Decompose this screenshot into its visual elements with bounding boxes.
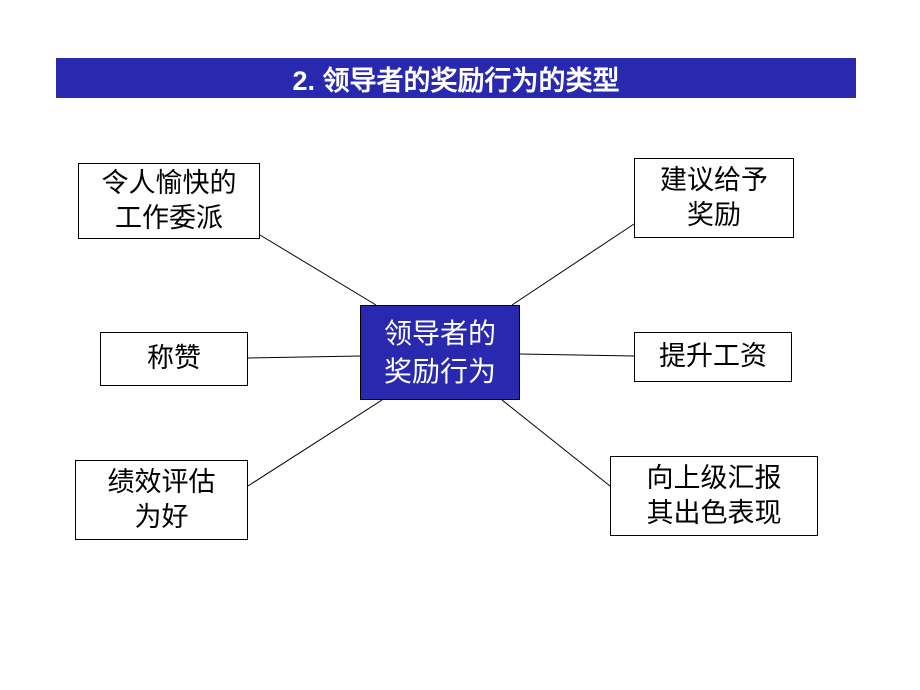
leaf-node-line: 工作委派 [115, 201, 223, 236]
leaf-node-n1: 令人愉快的工作委派 [78, 163, 260, 239]
center-node-line: 领导者的 [384, 315, 496, 353]
connector-line [248, 356, 360, 358]
leaf-node-line: 令人愉快的 [102, 166, 237, 201]
connector-line [248, 400, 382, 486]
connector-line [512, 224, 634, 305]
leaf-node-line: 向上级汇报 [647, 461, 782, 496]
leaf-node-line: 奖励 [687, 198, 741, 233]
connector-line [520, 354, 634, 356]
leaf-node-n4: 建议给予奖励 [634, 158, 794, 238]
leaf-node-line: 绩效评估 [108, 465, 216, 500]
leaf-node-n3: 绩效评估为好 [75, 460, 248, 540]
slide-title-text: 2. 领导者的奖励行为的类型 [292, 59, 619, 98]
center-node: 领导者的奖励行为 [360, 305, 520, 400]
leaf-node-line: 称赞 [147, 341, 201, 376]
leaf-node-n6: 向上级汇报其出色表现 [610, 456, 818, 536]
leaf-node-line: 提升工资 [659, 339, 767, 374]
leaf-node-line: 建议给予 [660, 163, 768, 198]
leaf-node-n2: 称赞 [100, 332, 248, 386]
slide-title-bar: 2. 领导者的奖励行为的类型 [56, 58, 856, 98]
leaf-node-line: 为好 [135, 500, 189, 535]
connector-line [260, 235, 376, 305]
leaf-node-n5: 提升工资 [634, 332, 792, 382]
connector-line [502, 400, 610, 486]
center-node-line: 奖励行为 [384, 353, 496, 391]
leaf-node-line: 其出色表现 [647, 496, 782, 531]
